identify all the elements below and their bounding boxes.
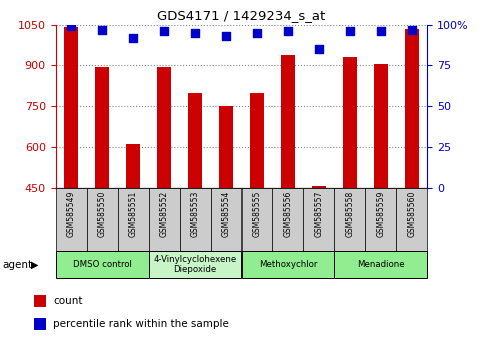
Bar: [405, 29, 419, 188]
Bar: [56, 188, 86, 251]
Text: GSM585551: GSM585551: [128, 191, 138, 237]
Point: [346, 28, 354, 34]
Text: GSM585558: GSM585558: [345, 191, 355, 237]
Text: GSM585549: GSM585549: [67, 191, 75, 237]
Text: Methoxychlor: Methoxychlor: [259, 260, 317, 269]
Point: [284, 28, 292, 34]
Text: GDS4171 / 1429234_s_at: GDS4171 / 1429234_s_at: [157, 9, 326, 22]
Bar: [272, 188, 303, 251]
Bar: [242, 188, 272, 251]
Bar: [86, 188, 117, 251]
Bar: [374, 64, 388, 188]
Text: DMSO control: DMSO control: [72, 260, 131, 269]
Text: GSM585552: GSM585552: [159, 191, 169, 237]
Bar: [117, 188, 149, 251]
Bar: [335, 188, 366, 251]
Text: GSM585550: GSM585550: [98, 191, 107, 237]
Text: GSM585554: GSM585554: [222, 191, 230, 237]
Text: GSM585555: GSM585555: [253, 191, 261, 237]
Text: agent: agent: [2, 259, 32, 270]
Text: count: count: [53, 296, 83, 306]
Text: Menadione: Menadione: [357, 260, 405, 269]
Bar: [219, 106, 233, 188]
Text: GSM585560: GSM585560: [408, 191, 416, 237]
Bar: [312, 186, 326, 188]
Point: [222, 33, 230, 39]
Bar: [95, 67, 109, 188]
Point: [315, 46, 323, 52]
Bar: [56, 251, 149, 278]
Bar: [149, 251, 242, 278]
Bar: [334, 251, 427, 278]
Point: [377, 28, 385, 34]
Bar: [281, 55, 295, 188]
Text: GSM585556: GSM585556: [284, 191, 293, 237]
Text: GSM585553: GSM585553: [190, 191, 199, 237]
Text: GSM585559: GSM585559: [376, 191, 385, 237]
Bar: [180, 188, 211, 251]
Bar: [211, 188, 242, 251]
Point: [160, 28, 168, 34]
Point: [98, 27, 106, 33]
Text: percentile rank within the sample: percentile rank within the sample: [53, 319, 229, 329]
Point: [191, 30, 199, 36]
Text: 4-Vinylcyclohexene
Diepoxide: 4-Vinylcyclohexene Diepoxide: [154, 255, 237, 274]
Bar: [303, 188, 334, 251]
Point: [408, 27, 416, 33]
Bar: [242, 251, 334, 278]
Bar: [188, 93, 202, 188]
Bar: [149, 188, 180, 251]
Bar: [366, 188, 397, 251]
Text: GSM585557: GSM585557: [314, 191, 324, 237]
Bar: [157, 67, 171, 188]
Point: [253, 30, 261, 36]
Text: ▶: ▶: [31, 259, 39, 270]
Point: [129, 35, 137, 41]
Bar: [250, 93, 264, 188]
Bar: [343, 57, 357, 188]
Bar: [64, 28, 78, 188]
Bar: [397, 188, 427, 251]
Bar: [126, 144, 140, 188]
Point: [67, 24, 75, 29]
